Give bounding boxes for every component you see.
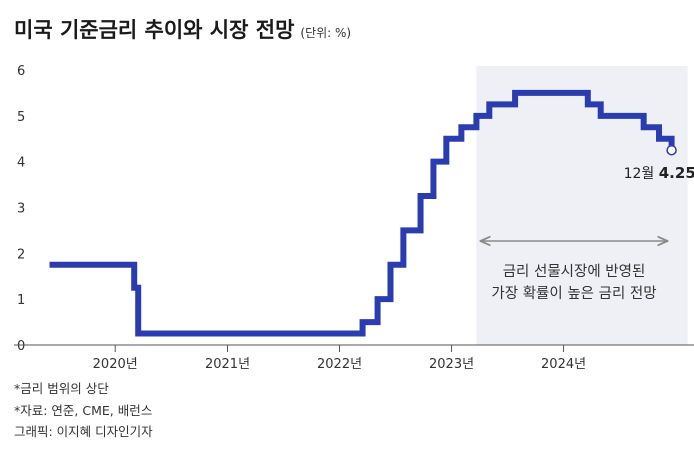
note-graphic: 그래픽: 이지혜 디자인기자 xyxy=(14,424,153,439)
x-axis-ticks: 2020년 2021년 2022년 2023년 2024년 xyxy=(93,345,586,372)
y-tick-label: 4 xyxy=(17,156,25,171)
forecast-band-label-line: 가장 확률이 높은 금리 전망 xyxy=(491,285,656,302)
x-tick-label: 2021년 xyxy=(205,357,250,372)
chart-title-text: 미국 기준금리 추이와 시장 전망 xyxy=(14,18,295,42)
y-tick-label: 3 xyxy=(17,202,25,217)
x-tick-label: 2024년 xyxy=(541,357,586,372)
y-tick-label: 6 xyxy=(17,64,25,79)
series-line-fed-rate xyxy=(49,89,675,337)
y-axis-ticks: 0 1 2 3 4 5 6 xyxy=(17,64,25,354)
note-source: *자료: 연준, CME, 배런스 xyxy=(14,402,153,418)
chart-title: 미국 기준금리 추이와 시장 전망 (단위: %) xyxy=(14,14,351,44)
note-upper-bound: *금리 범위의 상단 xyxy=(14,381,109,396)
end-point-label: 12월 4.25% xyxy=(624,164,694,182)
x-tick-label: 2023년 xyxy=(429,357,474,372)
end-label-value: 4.25 xyxy=(659,164,694,182)
end-point-marker xyxy=(666,144,677,156)
y-tick-label: 5 xyxy=(17,110,25,125)
forecast-band-label-line: 금리 선물시장에 반영된 xyxy=(503,263,646,280)
footnotes: *금리 범위의 상단 *자료: 연준, CME, 배런스 그래픽: 이지혜 디자… xyxy=(14,378,153,443)
chart-unit: (단위: %) xyxy=(300,26,352,40)
y-tick-label: 1 xyxy=(17,293,25,308)
x-tick-label: 2022년 xyxy=(317,357,362,372)
end-label-month: 12월 xyxy=(624,166,659,182)
y-tick-label: 2 xyxy=(17,247,25,262)
forecast-band xyxy=(476,66,688,345)
y-tick-label: 0 xyxy=(17,339,25,354)
x-tick-label: 2020년 xyxy=(93,357,138,372)
